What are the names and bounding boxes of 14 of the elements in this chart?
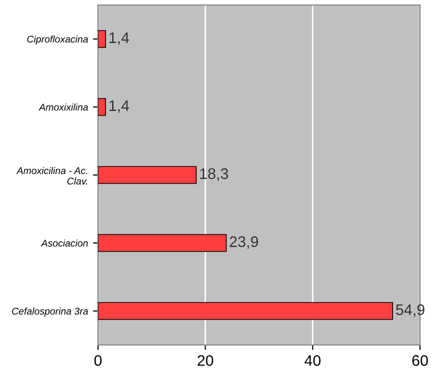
data-label: 1,4 — [109, 32, 130, 45]
data-label: 18,3 — [200, 168, 228, 181]
x-tick-label: 60 — [412, 355, 428, 366]
data-label: 1,4 — [109, 100, 130, 113]
y-tick-label: Amoxixilina — [38, 103, 88, 111]
data-label: 23,9 — [230, 236, 258, 249]
data-label: 54,9 — [396, 304, 424, 317]
x-tick-label: 20 — [198, 355, 214, 366]
y-tick-label: Asociacion — [40, 239, 88, 247]
x-tick-label: 0 — [94, 355, 102, 366]
y-tick-label: Amoxicilina - Ac. Clav. — [16, 166, 88, 185]
y-tick-label: Ciprofloxacina — [27, 35, 88, 45]
x-tick-label: 40 — [304, 355, 321, 366]
y-tick-label: Cefalosporina 3ra — [12, 307, 88, 317]
